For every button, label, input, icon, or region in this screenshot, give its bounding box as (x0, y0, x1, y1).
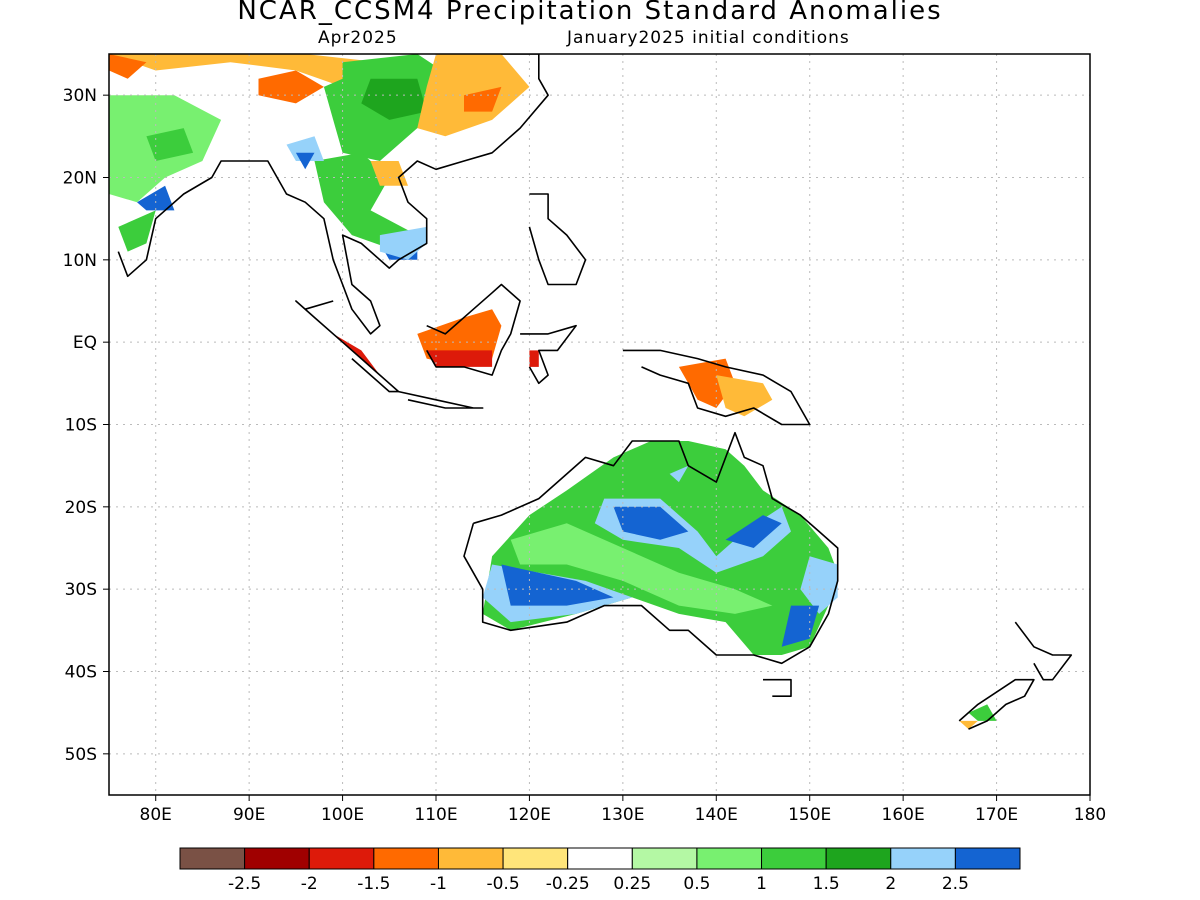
grid-lines (109, 54, 1091, 795)
coastline-5 (528, 193, 587, 286)
anomaly-region-2 (109, 54, 147, 79)
coastline-9 (1014, 621, 1073, 681)
anomaly-region-20 (529, 350, 539, 367)
lon-tick-label-6: 140E (695, 805, 738, 825)
colorbar-swatch-3 (373, 847, 439, 870)
colorbar-label-3: -1 (430, 874, 447, 894)
anomaly-region-30 (800, 556, 838, 614)
colorbar-label-6: 0.25 (613, 874, 651, 894)
coastline-layer (117, 54, 1073, 730)
colorbar-swatch-1 (244, 847, 310, 870)
colorbar-swatch-10 (825, 847, 892, 870)
lon-tick-label-2: 100E (321, 805, 364, 825)
anomaly-region-21 (678, 358, 735, 408)
anomaly-region-16 (379, 226, 427, 260)
lon-tick-label-9: 170E (975, 805, 1018, 825)
lat-tick-label-5: 20S (65, 498, 97, 518)
lat-tick-label-0: 30N (63, 86, 97, 106)
lon-tick-label-7: 150E (788, 805, 831, 825)
colorbar-legend: -2.5 -2 -1.5 -1 -0.5 -0.25 0.25 0.5 1 1.5 2 2.5 (179, 847, 1021, 894)
lat-tick-label-3: EQ (73, 333, 97, 353)
coastline-4 (520, 324, 577, 385)
anomaly-region-34 (959, 720, 978, 730)
lon-tick-label-1: 90E (233, 805, 265, 825)
colorbar-label-2: -1.5 (357, 874, 390, 894)
colorbar-label-7: 0.5 (683, 874, 710, 894)
anomaly-region-1 (258, 70, 324, 104)
colorbar-label-8: 1 (756, 874, 767, 894)
colorbar-label-4: -0.5 (486, 874, 519, 894)
anomaly-shading-layer (109, 54, 997, 730)
anomaly-region-4 (361, 78, 427, 120)
latitude-axis: 30N 20N 10N EQ 10S 20S 30S 40S 50S (63, 86, 109, 765)
longitude-axis: 80E 90E 100E 110E 120E 130E 140E 150E 160E 170E 18… (140, 795, 1106, 825)
lon-tick-label-4: 120E (508, 805, 551, 825)
colorbar-swatch-11 (890, 847, 956, 870)
lon-tick-label-10: 180 (1074, 805, 1106, 825)
anomaly-region-10 (137, 185, 175, 211)
anomaly-region-8 (146, 128, 194, 161)
lat-tick-label-6: 30S (65, 580, 97, 600)
colorbar-swatch-0 (179, 847, 246, 870)
coastline-1 (295, 300, 400, 393)
coastline-0 (117, 54, 549, 335)
lon-tick-label-0: 80E (140, 805, 172, 825)
anomaly-region-29 (725, 515, 782, 548)
lat-tick-label-4: 10S (65, 416, 97, 436)
lat-tick-label-8: 50S (65, 745, 97, 765)
colorbar-label-0: -2.5 (228, 874, 261, 894)
colorbar-swatch-12 (954, 847, 1021, 870)
lon-tick-label-3: 110E (414, 805, 457, 825)
coastline-8 (763, 678, 792, 698)
colorbar-label-10: 2 (885, 874, 896, 894)
anomaly-region-9 (118, 210, 156, 252)
coastline-7 (463, 431, 839, 665)
forecast-month: Apr2025 (318, 28, 398, 48)
colorbar-label-5: -0.25 (546, 874, 590, 894)
anomaly-region-22 (716, 375, 773, 417)
colorbar-swatch-8 (696, 847, 763, 870)
anomaly-region-33 (968, 704, 997, 721)
lon-tick-label-8: 160E (882, 805, 925, 825)
coastline-2 (398, 390, 484, 409)
colorbar-swatch-5 (502, 847, 569, 870)
colorbar-swatch-4 (437, 847, 504, 870)
colorbar-label-1: -2 (301, 874, 318, 894)
colorbar-swatch-6 (567, 847, 633, 870)
anomaly-region-19 (426, 350, 493, 367)
coastline-3 (426, 283, 521, 376)
anomaly-region-6 (464, 86, 502, 112)
colorbar-swatch-2 (308, 847, 375, 870)
lat-tick-label-2: 10N (63, 251, 97, 271)
lat-tick-label-7: 40S (65, 663, 97, 683)
colorbar-label-9: 1.5 (813, 874, 840, 894)
map-title: NCAR_CCSM4 Precipitation Standard Anomal… (237, 0, 943, 26)
anomaly-region-13 (295, 152, 315, 170)
lon-tick-label-5: 130E (601, 805, 644, 825)
initial-conditions-label: January2025 initial conditions (567, 28, 850, 48)
anomaly-region-26 (501, 564, 614, 606)
coastline-10 (958, 678, 1035, 730)
anomaly-region-0 (109, 54, 399, 104)
anomaly-region-24 (510, 523, 773, 614)
anomaly-region-28 (613, 506, 689, 540)
anomaly-region-32 (669, 465, 689, 483)
anomaly-region-12 (286, 136, 324, 161)
colorbar-swatch-9 (761, 847, 827, 870)
colorbar-label-11: 2.5 (942, 874, 969, 894)
coastline-6 (622, 349, 811, 426)
lat-tick-label-1: 20N (63, 169, 97, 189)
colorbar-swatch-7 (631, 847, 698, 870)
